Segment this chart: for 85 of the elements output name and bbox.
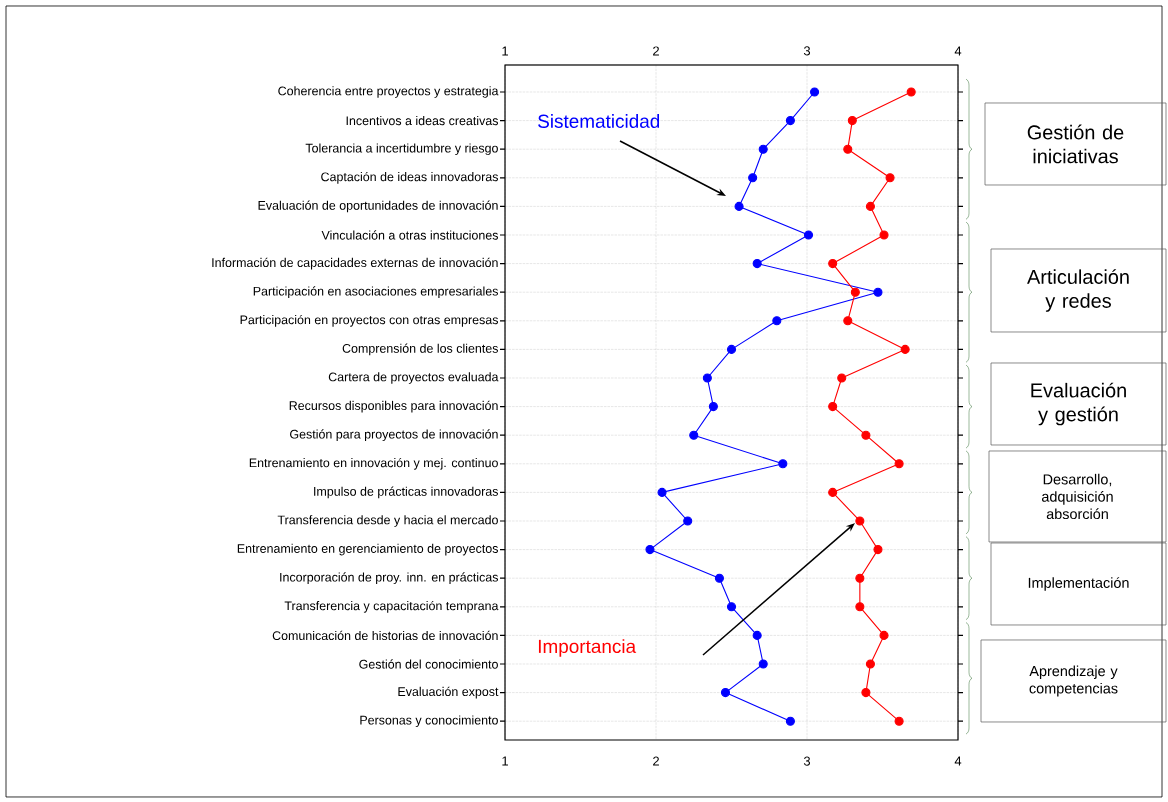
y-tick-label: Gestión del conocimiento xyxy=(359,659,498,669)
x-tick-label: 2 xyxy=(653,756,659,766)
point xyxy=(885,173,895,183)
point xyxy=(689,430,699,440)
point xyxy=(785,716,795,726)
point xyxy=(734,201,744,211)
y-tick-label: Recursos disponibles para innovación xyxy=(289,400,498,413)
x2-tick-label: 3 xyxy=(803,46,811,56)
point xyxy=(683,516,693,526)
y-tick-label: Incentivos a ideas creativas xyxy=(346,116,499,126)
text: Sistematicidad xyxy=(538,114,660,128)
y-tick-label: Coherencia entre proyectos y estrategia xyxy=(278,86,499,98)
y-tick-label: Tolerancia a incertidumbre y riesgo xyxy=(305,143,498,155)
point xyxy=(850,287,860,297)
y-tick-label: Incorporación de proy. inn. en prácticas xyxy=(280,572,498,585)
point xyxy=(758,659,768,669)
y-tick-label: Información de capacidades externas de innovación xyxy=(212,257,498,270)
x2-tick-label: 2 xyxy=(653,46,659,56)
y-tick-label: Entrenamiento en gerenciamiento de proyectos xyxy=(237,543,498,556)
y-tick-label: Gestión para proyectos de innovación xyxy=(290,429,498,442)
y-tick-label: Entrenamiento en innovación y mej. continuo xyxy=(249,457,498,470)
point xyxy=(873,287,883,297)
point xyxy=(726,602,737,612)
y-tick-label: Impulso de prácticas innovadoras xyxy=(314,486,498,499)
y-tick-label: Personas y conocimiento xyxy=(360,715,498,727)
x2-tick-label: 4 xyxy=(954,46,962,56)
text: Articulación y redes xyxy=(1027,269,1129,312)
point xyxy=(894,716,904,726)
point xyxy=(772,316,782,326)
point xyxy=(828,487,838,497)
point xyxy=(843,144,853,154)
text: Gestión de iniciativas xyxy=(1027,124,1124,164)
point xyxy=(861,688,871,698)
y-tick-label: Transferencia y capacitación temprana xyxy=(284,600,499,613)
y-tick-label: Evaluación expost xyxy=(398,686,499,699)
point xyxy=(837,373,847,383)
point xyxy=(855,573,865,583)
point xyxy=(714,573,724,583)
point xyxy=(828,259,838,269)
y-tick-label: Cartera de proyectos evaluada xyxy=(328,372,499,384)
point xyxy=(865,201,875,211)
point xyxy=(879,230,889,240)
y-tick-label: Evaluación de oportunidades de innovación xyxy=(258,200,498,213)
point xyxy=(873,545,883,555)
point xyxy=(702,373,712,383)
point xyxy=(748,173,758,183)
point xyxy=(861,430,871,440)
y-tick-label: Transferencia desde y hacia el mercado xyxy=(277,515,498,527)
point xyxy=(900,344,910,354)
x2-tick-label: 1 xyxy=(502,46,508,56)
point xyxy=(865,659,875,669)
point xyxy=(752,259,762,269)
point xyxy=(855,602,865,612)
point xyxy=(906,87,916,97)
point xyxy=(828,402,838,412)
text: Importancia xyxy=(538,639,637,657)
point xyxy=(726,344,737,354)
point xyxy=(847,116,857,126)
point xyxy=(855,516,865,526)
y-tick-label: Participación en asociaciones empresariales xyxy=(253,286,498,299)
x-tick-label: 3 xyxy=(803,756,811,766)
point xyxy=(810,87,820,97)
point xyxy=(879,630,889,640)
point xyxy=(752,630,762,640)
text: Desarrollo, adquisición absorción xyxy=(1041,473,1113,520)
y-tick-label: Vinculación a otras instituciones xyxy=(321,230,498,240)
point xyxy=(843,316,853,326)
point xyxy=(708,402,718,412)
point xyxy=(785,116,795,126)
text: Implementación xyxy=(1028,577,1129,591)
text: Evaluación y gestión xyxy=(1031,382,1126,426)
point xyxy=(894,459,904,469)
y-tick-label: Captación de ideas innovadoras xyxy=(321,171,498,184)
x-tick-label: 1 xyxy=(502,756,508,766)
y-tick-label: Participación en proyectos con otras empresas xyxy=(240,314,498,327)
point xyxy=(778,459,788,469)
text: Aprendizaje y competencias xyxy=(1029,665,1118,697)
point xyxy=(758,144,768,154)
point xyxy=(803,230,814,240)
point xyxy=(645,545,655,555)
y-tick-label: Comunicación de historias de innovación xyxy=(272,630,498,641)
x-tick-label: 4 xyxy=(954,756,962,766)
point xyxy=(657,487,667,497)
point xyxy=(720,688,731,698)
y-tick-label: Comprensión de los clientes xyxy=(342,343,498,356)
